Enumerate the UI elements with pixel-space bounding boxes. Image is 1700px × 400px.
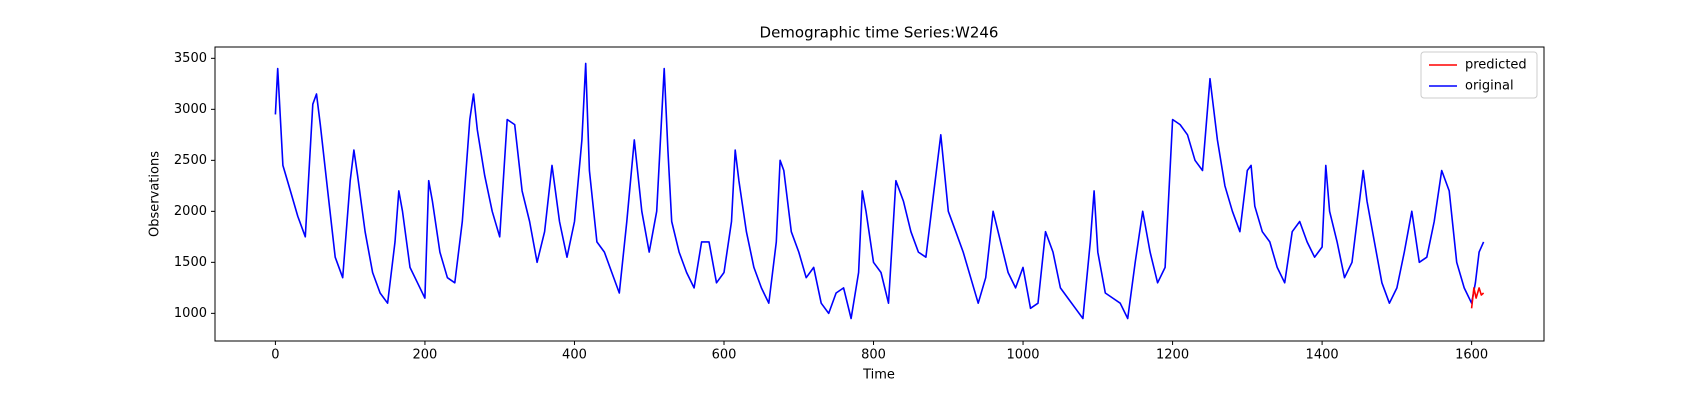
x-tick-label: 0	[271, 348, 279, 363]
x-tick-label: 1200	[1156, 348, 1189, 363]
y-axis-label: Observations	[148, 151, 163, 237]
y-tick-label: 3000	[174, 102, 207, 117]
legend-label: predicted	[1465, 58, 1527, 73]
y-tick-label: 2500	[174, 153, 207, 168]
x-tick-label: 400	[562, 348, 587, 363]
series-line	[1470, 287, 1485, 309]
series-line	[274, 62, 1485, 320]
y-tick-label: 1000	[174, 306, 207, 321]
x-tick-label: 800	[861, 348, 886, 363]
y-tick-label: 2000	[174, 204, 207, 219]
x-tick-label: 1000	[1006, 348, 1039, 363]
chart-title: Demographic time Series:W246	[760, 24, 999, 42]
x-tick-label: 200	[413, 348, 438, 363]
legend-label: original	[1465, 79, 1514, 94]
x-tick-label: 1400	[1306, 348, 1339, 363]
x-tick-label: 600	[712, 348, 737, 363]
y-tick-label: 1500	[174, 255, 207, 270]
y-tick-label: 3500	[174, 51, 207, 66]
x-tick-label: 1600	[1455, 348, 1488, 363]
plot-frame	[214, 46, 1545, 342]
x-axis-label: Time	[862, 368, 895, 383]
